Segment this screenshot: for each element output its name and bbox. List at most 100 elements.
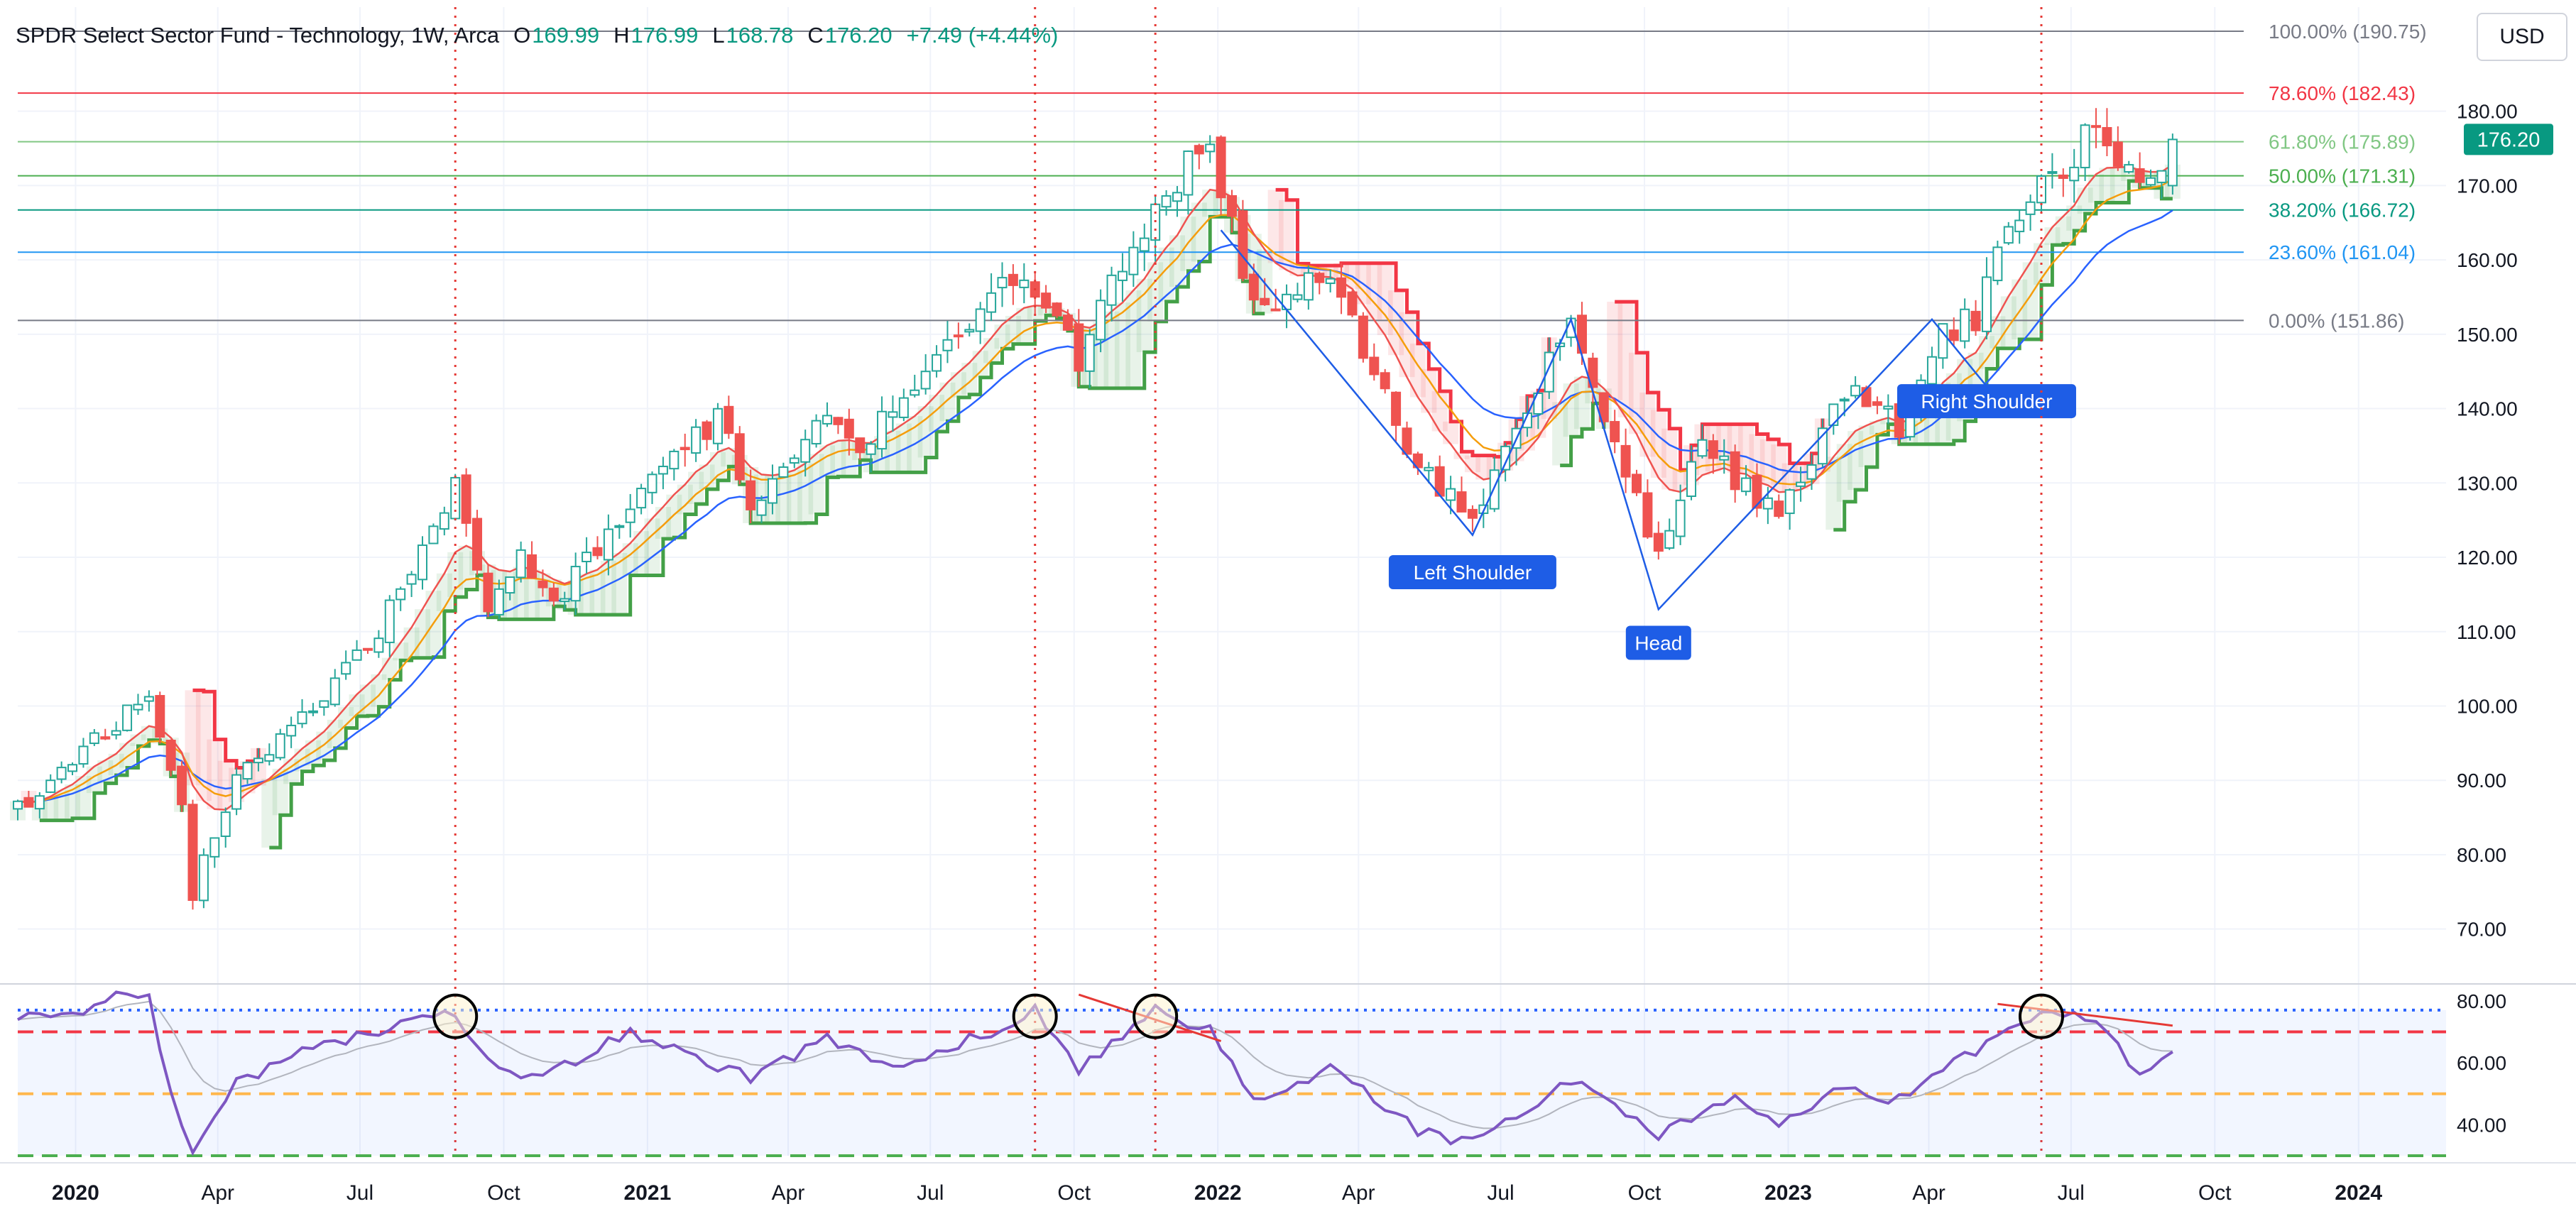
candle-body (1391, 391, 1402, 426)
currency-button[interactable]: USD (2477, 13, 2567, 61)
candle-body (1686, 461, 1697, 498)
candle-body (1500, 445, 1511, 471)
time-tick-label: Oct (487, 1181, 520, 1205)
candle-body (1850, 385, 1861, 397)
candle-body (1019, 279, 1030, 288)
price-tick-label: 160.00 (2457, 249, 2518, 271)
ohlc-low-value: 168.78 (726, 23, 794, 48)
candle-body (582, 552, 592, 563)
cloud-bear-fill (1409, 343, 1426, 398)
candle-body (483, 572, 493, 613)
candle-body (198, 854, 209, 902)
candle-body (1402, 427, 1412, 455)
candle-body (734, 433, 745, 481)
time-tick-label: 2022 (1194, 1181, 1242, 1205)
last-price-box (2464, 124, 2553, 155)
candle-body (560, 598, 570, 603)
candle-body (417, 544, 427, 581)
candle-body (2058, 174, 2068, 179)
candle-body (362, 647, 373, 651)
time-tick-label: Jul (2058, 1181, 2085, 1205)
cloud-bear-fill (195, 691, 212, 801)
candle-body (953, 334, 964, 338)
candle-body (515, 549, 526, 579)
candle-body (264, 754, 275, 762)
rsi-highlight-circle (432, 993, 479, 1039)
cloud-bull-fill (972, 351, 988, 378)
candle-body (1588, 357, 1598, 388)
cloud-bull-fill (1125, 290, 1142, 388)
candle-body (898, 397, 909, 418)
cloud-bear-fill (1629, 352, 1644, 434)
cloud-bull-fill (2055, 216, 2071, 244)
cloud-bull-fill (1978, 336, 1994, 369)
candle-body (2014, 219, 2025, 233)
candle-body (986, 292, 997, 313)
cloud-bull-fill (272, 768, 288, 816)
candle-body (2124, 164, 2134, 173)
cloud-bear-fill (1749, 434, 1765, 482)
candle-body (122, 704, 133, 731)
candle-body (636, 488, 647, 509)
time-axis: 2020 Apr Jul Oct 2021 Apr Jul Oct 2022 Apr Jul Oct 2… (52, 1181, 2382, 1205)
candle-body (439, 512, 449, 530)
candle-body (647, 474, 657, 493)
ohlc-close-key: C (807, 23, 824, 48)
cloud-bull-line (269, 214, 1265, 850)
price-tick-label: 140.00 (2457, 398, 2518, 420)
candle-body (920, 371, 931, 390)
candle-body (89, 732, 99, 745)
candle-body (1096, 300, 1106, 341)
candle-body (45, 779, 56, 793)
cloud-bear-fill (1475, 455, 1492, 480)
candle-body (1380, 372, 1390, 390)
candle-body (406, 574, 417, 585)
ohlc-close-value: 176.20 (824, 23, 893, 48)
candle-body (428, 525, 439, 544)
candle-body (2047, 171, 2058, 175)
ohlc-low: L168.78 (712, 23, 793, 48)
fib-label: 61.80% (175.89) (2269, 131, 2416, 153)
candle-body (187, 804, 198, 902)
candle-body (724, 405, 734, 434)
candle-body (1260, 297, 1270, 305)
candle-body (1227, 195, 1237, 217)
cloud-bull-fill (917, 406, 934, 458)
cloud-bear-fill (1661, 428, 1678, 490)
candle-body (1905, 414, 1916, 438)
candle-body (1062, 314, 1073, 331)
fib-label: 100.00% (190.75) (2269, 21, 2427, 43)
candle-body (253, 757, 263, 764)
candle-body (1708, 440, 1718, 459)
candle-body (746, 480, 756, 510)
candle-body (603, 528, 613, 561)
time-tick-label: Apr (772, 1181, 805, 1205)
candle-body (680, 447, 690, 451)
candle-body (844, 418, 854, 439)
cloud-bear-fill (1388, 290, 1404, 356)
cloud-bull-fill (600, 560, 616, 615)
cloud-bull-fill (1114, 302, 1130, 388)
cloud-bull-fill (830, 440, 846, 477)
fib-label: 50.00% (171.31) (2269, 165, 2416, 187)
candle-body (800, 439, 811, 463)
price-tick-label: 120.00 (2457, 547, 2518, 569)
cloud-bear-fill (1453, 451, 1470, 459)
candle-body (1139, 237, 1150, 252)
candle-body (1828, 403, 1839, 426)
candle-body (669, 450, 680, 470)
candle-body (472, 518, 483, 571)
candle-body (1205, 143, 1216, 153)
cloud-bull-fill (950, 372, 966, 398)
time-tick-label: Oct (1628, 1181, 1661, 1205)
candle-body (855, 437, 866, 454)
cloud-bull-fill (677, 484, 693, 515)
cloud-bear-fill (185, 690, 201, 786)
cloud-bull-line (39, 738, 184, 823)
candle-body (1872, 401, 1882, 406)
cloud-bear-fill (1607, 302, 1623, 400)
cloud-bear-fill (1267, 190, 1284, 263)
cloud-bull-fill (797, 463, 814, 523)
